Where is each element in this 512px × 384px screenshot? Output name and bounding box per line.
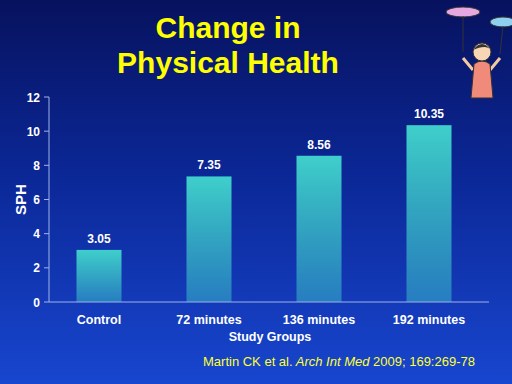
chart: Change inPhysical Health 0 2 4 6 8 10 12 SPH 3.05… [0,0,512,384]
x-tick-label: 192 minutes [393,313,465,327]
x-tick-label: 136 minutes [283,313,355,327]
bars [77,125,452,302]
citation-part: Martin CK et al. [203,354,293,369]
y-tick-label: 4 [33,227,40,241]
bar [407,125,452,302]
y-axis-label: SPH [12,184,29,215]
y-tick [44,165,49,166]
data-label: 8.56 [307,138,331,152]
y-tick [44,233,49,234]
x-axis [49,302,489,303]
y-tick [44,302,49,303]
y-tick [44,267,49,268]
y-tick [44,199,49,200]
cartoon [446,7,512,98]
x-tick-label: 72 minutes [176,313,241,327]
bar [297,156,342,302]
y-tick-label: 10 [27,125,41,139]
plate [490,17,512,27]
head [473,43,491,61]
y-tick-label: 2 [33,261,40,275]
y-tick-label: 12 [27,91,41,105]
citation: Martin CK et al. Arch Int Med 2009; 169:… [203,354,475,369]
y-tick-label: 8 [33,159,40,173]
bar [187,176,232,302]
title: Change in [155,11,300,44]
plate [446,7,480,17]
y-tick-label: 0 [33,296,40,310]
x-tick-label: Control [77,313,121,327]
citation-part: Arch Int Med [293,354,371,369]
data-label: 3.05 [87,232,111,246]
data-label: 7.35 [197,158,221,172]
y-tick [44,131,49,132]
citation-part: 2009; 169:269-78 [369,354,475,369]
x-axis-label: Study Groups [229,330,312,344]
title: Physical Health [117,46,339,79]
stick [500,26,503,54]
stick [463,16,464,52]
y-tick-label: 6 [33,193,40,207]
y-tick [44,97,49,98]
data-label: 10.35 [414,107,444,121]
hair [473,44,491,50]
bar [77,250,122,302]
body [471,61,493,98]
